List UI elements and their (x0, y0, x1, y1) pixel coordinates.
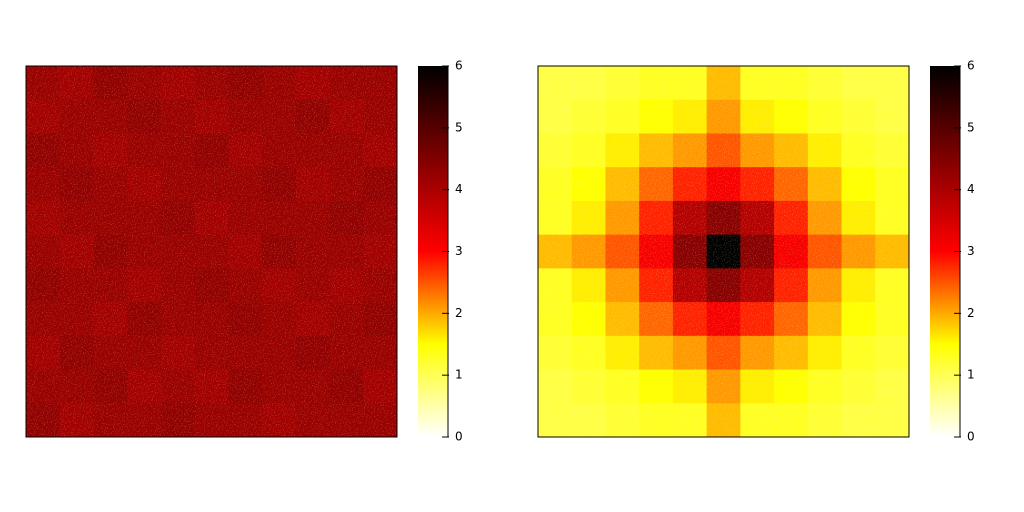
colorbar-tick-label: 4 (967, 182, 975, 196)
colorbar-tick-label: 5 (455, 120, 463, 134)
colorbar-tick-label: 3 (455, 244, 463, 258)
noise-texture (538, 66, 909, 437)
colorbar-tick-label: 3 (967, 244, 975, 258)
colorbar-tick-label: 2 (967, 306, 975, 320)
colorbar-tick-label: 6 (455, 59, 463, 73)
colorbar-tick-label: 0 (455, 430, 463, 444)
colorbar-tick-label: 0 (967, 430, 975, 444)
colorbar-tick-label: 2 (455, 306, 463, 320)
plot-frame (537, 65, 910, 438)
colorbar-tick-label: 4 (455, 182, 463, 196)
colorbar-tick-label: 1 (455, 368, 463, 382)
colorbar-tick-label: 1 (967, 368, 975, 382)
noise-texture (26, 66, 397, 437)
colorbar-tick-label: 6 (967, 59, 975, 73)
plot-frame (25, 65, 398, 438)
colorbar-tick-label: 5 (967, 120, 975, 134)
